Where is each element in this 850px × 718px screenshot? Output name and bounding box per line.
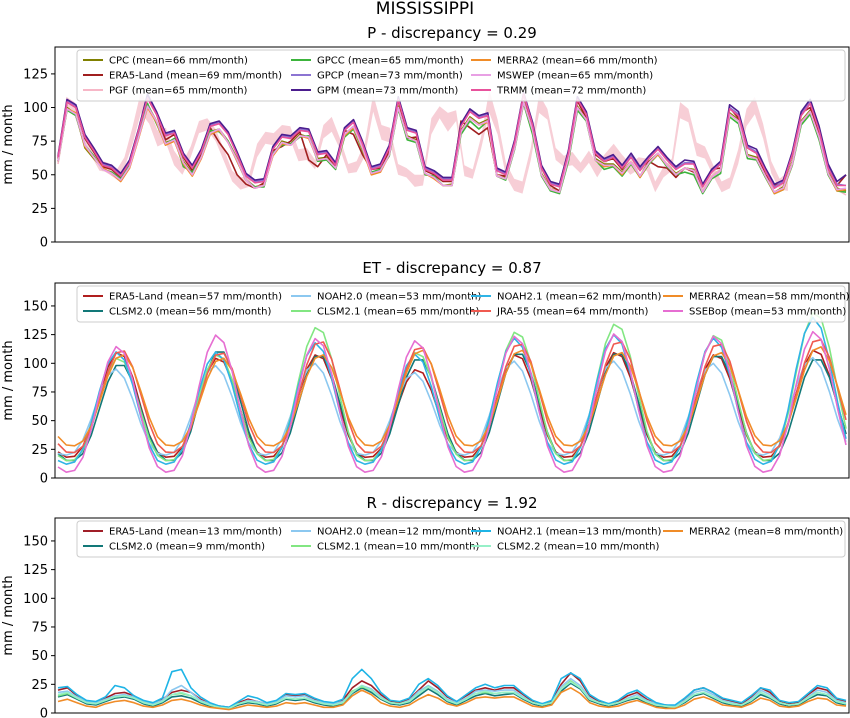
precip-ylabel: mm / month xyxy=(1,104,16,184)
runoff-ytick-label: 100 xyxy=(23,592,48,607)
et-series-line-7 xyxy=(57,330,847,473)
runoff-legend-label: CLSM2.1 (mean=10 mm/month) xyxy=(317,542,479,553)
precip-series-line-7 xyxy=(57,101,847,193)
runoff-legend-label: NOAH2.0 (mean=12 mm/month) xyxy=(317,527,481,538)
et-series-line-1 xyxy=(57,351,847,462)
precip-legend-label: MSWEP (mean=65 mm/month) xyxy=(497,71,653,82)
precip-ytick-label: 25 xyxy=(31,202,48,217)
precip-legend-label: CPC (mean=66 mm/month) xyxy=(109,56,248,67)
runoff-legend-label: ERA5-Land (mean=13 mm/month) xyxy=(109,527,282,538)
et-ylabel: mm / month xyxy=(1,340,16,420)
et-series-line-3 xyxy=(57,312,847,462)
et-title: ET - discrepancy = 0.87 xyxy=(362,259,541,277)
precip-legend-label: GPCP (mean=73 mm/month) xyxy=(317,71,463,82)
et-legend-box xyxy=(76,285,846,323)
et-ytick-label: 125 xyxy=(23,328,48,343)
runoff-plot-area xyxy=(57,668,847,711)
et-legend: ERA5-Land (mean=57 mm/month) CLSM2.0 (mea… xyxy=(76,285,850,323)
et-ytick-label: 75 xyxy=(31,385,48,400)
precip-axes-frame xyxy=(54,46,850,243)
precip-panel: P - discrepancy = 0.29 mm / month 0 25 50 75 1… xyxy=(1,24,850,251)
precip-legend-box xyxy=(76,49,846,102)
runoff-series-line-5 xyxy=(57,681,847,710)
et-axes-frame xyxy=(54,282,850,479)
runoff-ytick-label: 25 xyxy=(31,678,48,693)
runoff-ytick-label: 0 xyxy=(40,707,48,718)
runoff-legend-label: MERRA2 (mean=8 mm/month) xyxy=(689,527,843,538)
precip-legend-label: GPM (mean=73 mm/month) xyxy=(317,86,458,97)
et-legend-label: CLSM2.0 (mean=56 mm/month) xyxy=(109,307,271,318)
precip-series-line-8 xyxy=(57,93,846,189)
runoff-legend-label: CLSM2.0 (mean=9 mm/month) xyxy=(109,542,265,553)
precip-legend-label: ERA5-Land (mean=69 mm/month) xyxy=(109,71,282,82)
runoff-legend: ERA5-Land (mean=13 mm/month) CLSM2.0 (mea… xyxy=(76,520,846,558)
et-panel: ET - discrepancy = 0.87 mm / month 0 25 50 75… xyxy=(1,259,850,487)
runoff-legend-box xyxy=(76,520,846,558)
et-ytick-label: 50 xyxy=(31,414,48,429)
runoff-panel: R - discrepancy = 1.92 mm / month 0 25 50 75 1… xyxy=(1,494,850,718)
runoff-legend-label: NOAH2.1 (mean=13 mm/month) xyxy=(497,527,661,538)
et-plot-area xyxy=(57,312,847,473)
et-series-line-2 xyxy=(57,356,847,456)
precip-legend: CPC (mean=66 mm/month) ERA5-Land (mean=69… xyxy=(76,49,846,102)
runoff-series-line-2 xyxy=(57,677,847,709)
precip-legend-label: TRMM (mean=72 mm/month) xyxy=(496,86,646,97)
precip-ytick-label: 0 xyxy=(40,236,48,251)
figure-suptitle: MISSISSIPPI xyxy=(376,0,474,19)
precip-ytick-label: 50 xyxy=(31,168,48,183)
runoff-axes-frame xyxy=(54,517,850,714)
et-ytick-label: 25 xyxy=(31,443,48,458)
precip-ytick-label: 75 xyxy=(31,135,48,150)
precip-legend-label: PGF (mean=65 mm/month) xyxy=(109,86,248,97)
precip-legend-label: GPCC (mean=65 mm/month) xyxy=(317,56,464,67)
runoff-ytick-label: 75 xyxy=(31,620,48,635)
runoff-ytick-label: 125 xyxy=(23,563,48,578)
runoff-ylabel: mm / month xyxy=(1,575,16,655)
runoff-series-line-1 xyxy=(57,682,847,710)
runoff-title: R - discrepancy = 1.92 xyxy=(366,494,537,512)
et-legend-label: SSEBop (mean=53 mm/month) xyxy=(689,307,846,318)
precip-ytick-label: 125 xyxy=(23,67,48,82)
et-legend-label: JRA-55 (mean=64 mm/month) xyxy=(496,307,648,318)
precip-ytick-label: 100 xyxy=(23,101,48,116)
et-series-line-4 xyxy=(57,316,847,465)
et-legend-label: ERA5-Land (mean=57 mm/month) xyxy=(109,292,282,303)
runoff-series-line-4 xyxy=(57,668,847,709)
et-series-line-5 xyxy=(57,338,847,454)
et-legend-label: NOAH2.1 (mean=62 mm/month) xyxy=(497,292,661,303)
et-legend-label: NOAH2.0 (mean=53 mm/month) xyxy=(317,292,481,303)
runoff-ytick-label: 150 xyxy=(23,534,48,549)
et-ytick-label: 150 xyxy=(23,299,48,314)
et-legend-label: CLSM2.1 (mean=65 mm/month) xyxy=(317,307,479,318)
precip-legend-label: MERRA2 (mean=66 mm/month) xyxy=(497,56,658,67)
runoff-ytick-label: 50 xyxy=(31,649,48,664)
runoff-legend-label: CLSM2.2 (mean=10 mm/month) xyxy=(497,542,659,553)
precip-title: P - discrepancy = 0.29 xyxy=(367,24,537,42)
et-ytick-label: 100 xyxy=(23,357,48,372)
runoff-series-line-6 xyxy=(57,687,847,711)
precip-plot-area xyxy=(57,90,847,196)
et-legend-label: MERRA2 (mean=58 mm/month) xyxy=(689,292,850,303)
et-ytick-label: 0 xyxy=(40,472,48,487)
